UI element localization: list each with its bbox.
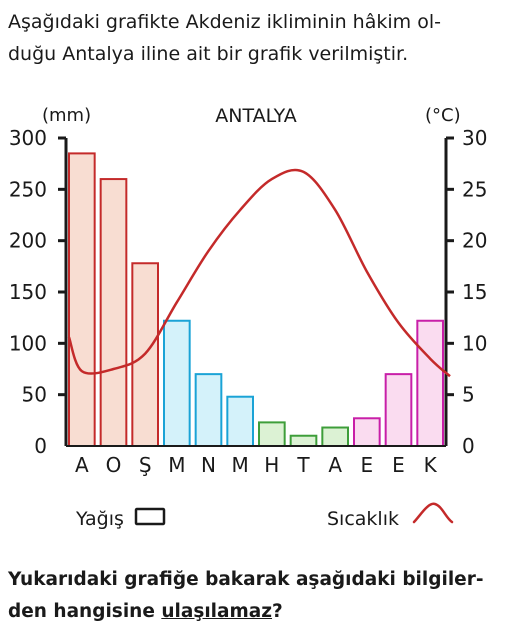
precip-bar-8	[289, 434, 318, 448]
question-line-2-prefix: den hangisine	[8, 601, 162, 622]
month-label-6: M	[232, 453, 249, 477]
month-label-7: H	[264, 453, 279, 477]
left-tick-label-200: 200	[9, 229, 47, 253]
precipitation-bars	[68, 152, 445, 448]
left-tick-label-150: 150	[9, 280, 47, 304]
temperature-line	[67, 168, 451, 378]
month-label-9: A	[328, 453, 342, 477]
right-tick-label-5: 5	[462, 383, 475, 407]
chart-axes	[58, 136, 454, 447]
precip-bar-7	[258, 421, 286, 447]
legend-line-icon	[412, 502, 454, 524]
month-label-11: E	[392, 453, 405, 477]
question-line-2-underlined: ulaşılamaz	[161, 601, 273, 622]
question-line-1: Yukarıdaki grafiğe bakarak aşağıdaki bil…	[8, 569, 484, 590]
intro-line-1: Aşağıdaki grafikte Akdeniz ikliminin hâk…	[8, 11, 441, 33]
precip-bar-4	[163, 319, 191, 448]
intro-line-2: duğu Antalya iline ait bir grafik verilm…	[8, 43, 409, 65]
right-tick-label-30: 30	[462, 126, 487, 150]
month-label-12: K	[424, 453, 438, 477]
right-tick-label-20: 20	[462, 229, 487, 253]
precip-bar-2	[99, 178, 128, 447]
right-tick-label-10: 10	[462, 331, 487, 355]
left-tick-label-300: 300	[9, 126, 47, 150]
legend-label-temperature: Sıcaklık	[327, 508, 399, 530]
month-label-1: A	[75, 453, 89, 477]
temperature-line-group	[67, 168, 451, 378]
legend-label-precipitation: Yağış	[75, 508, 124, 530]
right-axis-unit: (°C)	[425, 105, 461, 126]
left-tick-label-0: 0	[34, 434, 47, 458]
intro-text: Aşağıdaki grafikte Akdeniz ikliminin hâk…	[8, 6, 500, 70]
month-label-4: M	[168, 453, 185, 477]
month-label-2: O	[106, 453, 122, 477]
month-label-3: Ş	[139, 453, 152, 477]
right-tick-label-25: 25	[462, 177, 487, 201]
precip-bar-12	[416, 319, 445, 448]
question-text: Yukarıdaki grafiğe bakarak aşağıdaki bil…	[8, 564, 500, 628]
precip-bar-9	[321, 426, 350, 447]
month-label-5: N	[201, 453, 216, 477]
left-tick-label-50: 50	[22, 383, 47, 407]
question-line-2-suffix: ?	[272, 601, 283, 622]
chart-title: ANTALYA	[215, 105, 297, 127]
left-axis-unit: (mm)	[42, 105, 91, 126]
month-label-8: T	[296, 453, 310, 477]
legend-box-icon	[134, 507, 166, 526]
right-tick-label-0: 0	[462, 434, 475, 458]
precip-bar-5	[194, 373, 223, 447]
precip-bar-1	[68, 152, 96, 448]
right-tick-label-15: 15	[462, 280, 487, 304]
precip-bar-6	[226, 395, 254, 447]
chart-legend: Yağış Sıcaklık	[75, 502, 454, 530]
month-label-10: E	[361, 453, 374, 477]
left-tick-label-100: 100	[9, 331, 47, 355]
left-tick-label-250: 250	[9, 177, 47, 201]
precip-bar-11	[384, 373, 413, 447]
precip-bar-10	[353, 417, 381, 447]
